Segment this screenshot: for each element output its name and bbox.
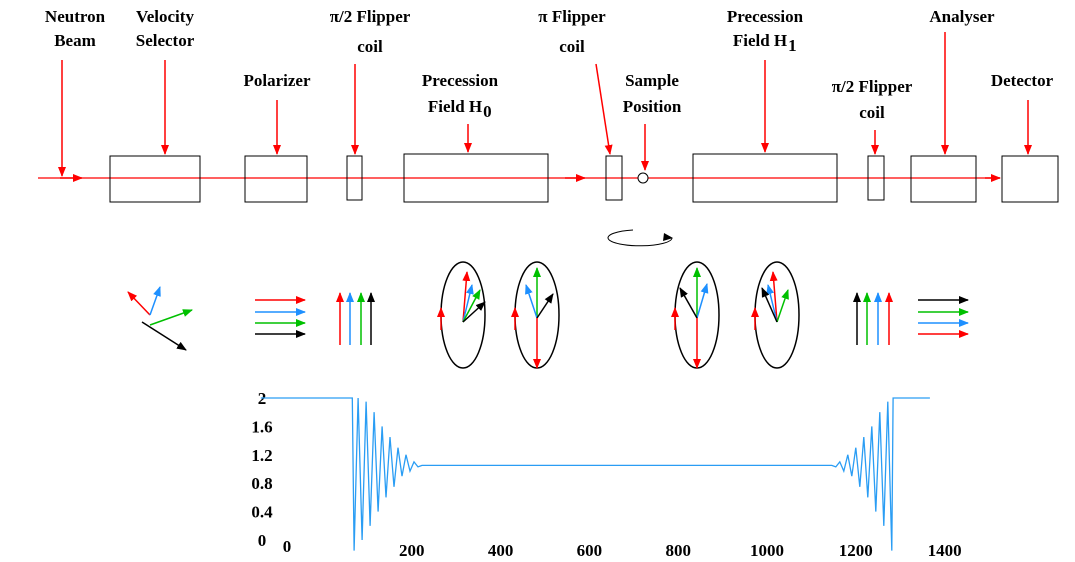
label: Field H [733,31,787,50]
x-tick-label: 200 [399,541,425,560]
label: coil [859,103,885,122]
label: Precession [422,71,499,90]
beamline [38,153,1059,203]
label: Analyser [929,7,995,26]
pointer-arrows [58,32,1032,177]
x-tick-label: 600 [577,541,603,560]
label: Polarizer [243,71,310,90]
label: Sample [625,71,679,90]
y-tick-label: 0.4 [251,503,273,522]
y-tick-label: 0 [258,531,267,550]
x-tick-label: 0 [283,537,292,556]
label: Precession [727,7,804,26]
curve [260,397,930,551]
label: Neutron [45,7,106,26]
x-tick-label: 400 [488,541,514,560]
rotation-symbol [607,229,673,247]
label: Position [623,97,682,116]
x-tick-label: 1000 [750,541,784,560]
x-tick-label: 800 [665,541,691,560]
subscript: 0 [483,102,492,121]
label: Detector [991,71,1054,90]
spin-vectors [127,261,969,369]
y-tick-label: 1.6 [251,417,272,436]
y-tick-label: 0.8 [251,474,272,493]
label: π/2 Flipper [832,77,913,96]
label: Velocity [136,7,194,26]
subscript: 1 [788,36,797,55]
label: Selector [136,31,195,50]
label: Field H [428,97,482,116]
label: π Flipper [538,7,606,26]
label: coil [559,37,585,56]
label: π/2 Flipper [330,7,411,26]
x-tick-label: 1200 [839,541,873,560]
label: Beam [54,31,96,50]
x-tick-label: 1400 [928,541,962,560]
y-tick-label: 1.2 [251,446,272,465]
label: coil [357,37,383,56]
